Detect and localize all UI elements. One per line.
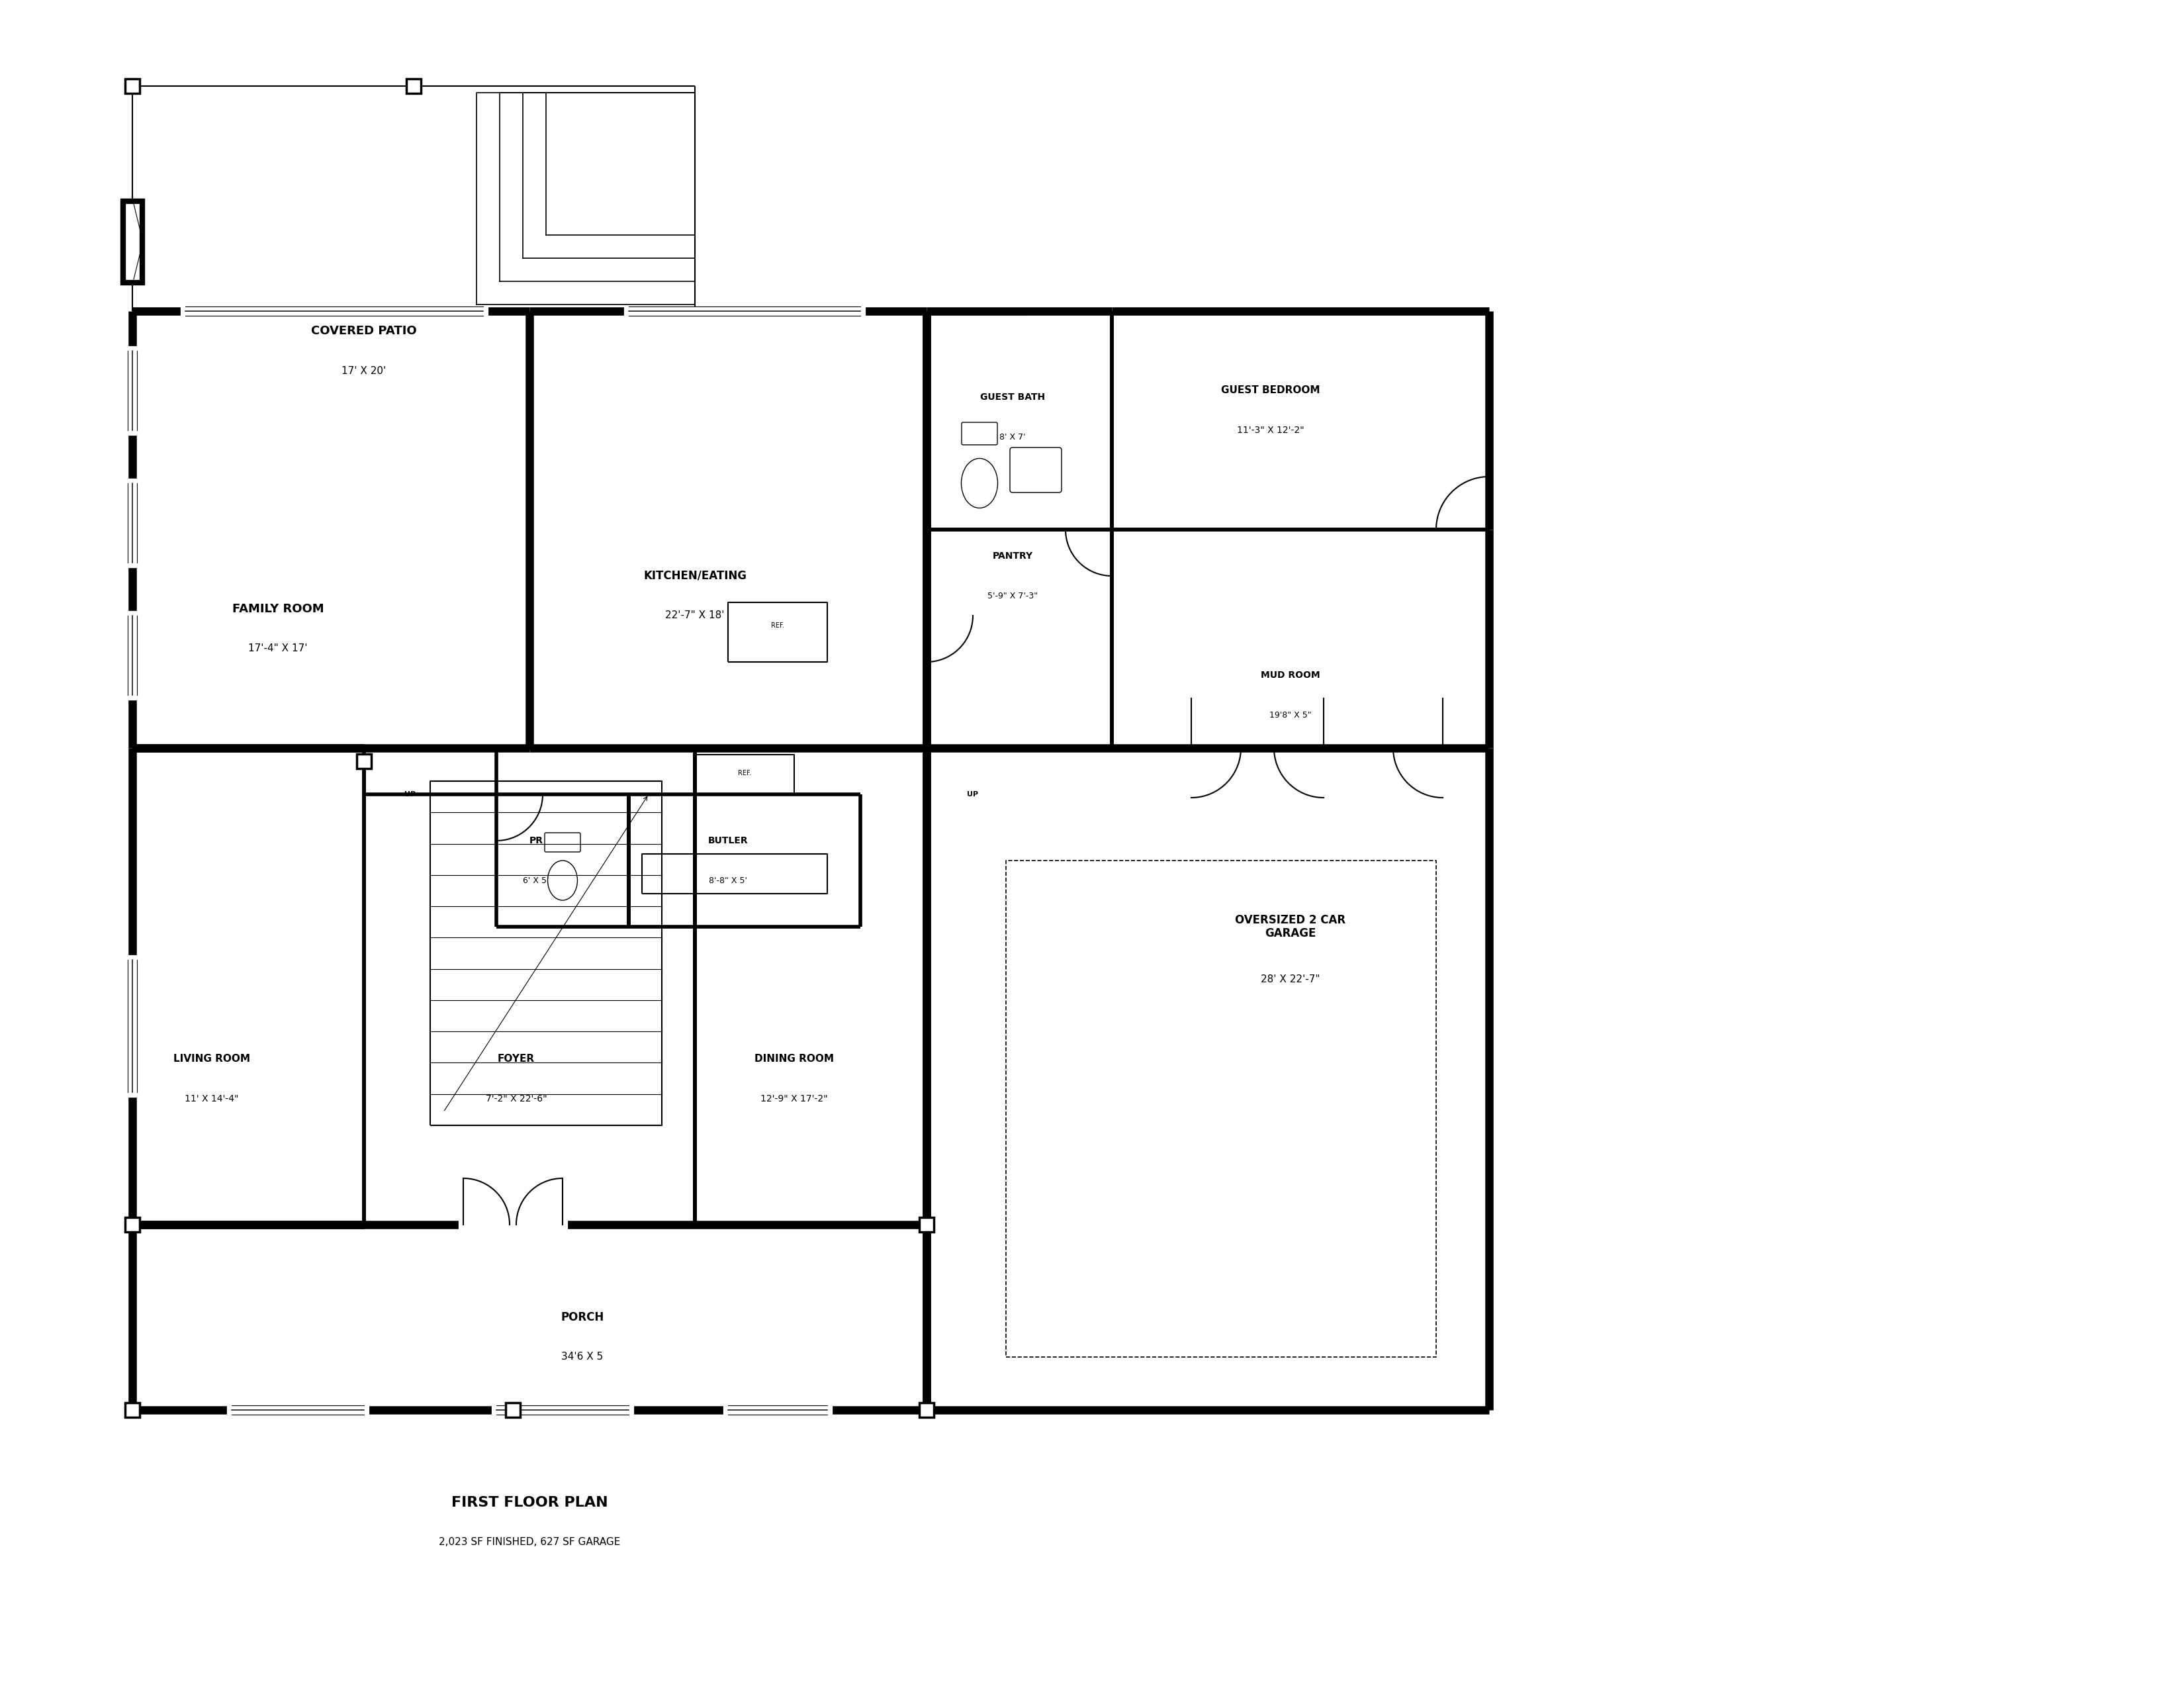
Bar	[124, 1217, 140, 1232]
Bar	[919, 1217, 935, 1232]
Text: KITCHEN/EATING: KITCHEN/EATING	[644, 571, 747, 582]
Bar	[406, 79, 422, 93]
Text: 8' X 7': 8' X 7'	[1000, 432, 1026, 441]
Text: FIRST FLOOR PLAN: FIRST FLOOR PLAN	[452, 1496, 607, 1509]
Text: LIVING ROOM: LIVING ROOM	[173, 1055, 251, 1063]
Text: PANTRY: PANTRY	[992, 552, 1033, 560]
Text: 17' X 20': 17' X 20'	[341, 366, 387, 376]
Text: FOYER: FOYER	[498, 1055, 535, 1063]
Text: OVERSIZED 2 CAR
GARAGE: OVERSIZED 2 CAR GARAGE	[1236, 913, 1345, 940]
Bar	[124, 1403, 140, 1418]
Text: GUEST BEDROOM: GUEST BEDROOM	[1221, 385, 1319, 395]
Text: FAMILY ROOM: FAMILY ROOM	[232, 603, 323, 614]
Text: 12'-9" X 17'-2": 12'-9" X 17'-2"	[760, 1094, 828, 1104]
Text: 11'-3" X 12'-2": 11'-3" X 12'-2"	[1236, 425, 1304, 436]
Text: 2,023 SF FINISHED, 627 SF GARAGE: 2,023 SF FINISHED, 627 SF GARAGE	[439, 1538, 620, 1548]
Text: UP: UP	[968, 792, 978, 798]
Text: 6' X 5': 6' X 5'	[522, 876, 548, 885]
Text: 17'-4" X 17': 17'-4" X 17'	[249, 643, 308, 653]
Bar	[127, 204, 140, 279]
Bar	[507, 1403, 520, 1418]
Text: UP: UP	[404, 792, 415, 798]
Text: PORCH: PORCH	[561, 1312, 605, 1323]
Text: BUTLER: BUTLER	[708, 836, 749, 846]
Bar	[120, 199, 144, 285]
Bar	[919, 1403, 935, 1418]
Text: 22'-7" X 18': 22'-7" X 18'	[666, 611, 725, 621]
Text: REF.: REF.	[771, 623, 784, 630]
Text: PR: PR	[529, 836, 544, 846]
Text: 11' X 14'-4": 11' X 14'-4"	[186, 1094, 238, 1104]
Text: COVERED PATIO: COVERED PATIO	[310, 326, 417, 338]
Text: 5'-9" X 7'-3": 5'-9" X 7'-3"	[987, 591, 1037, 599]
Text: 7'-2" X 22'-6": 7'-2" X 22'-6"	[485, 1094, 546, 1104]
Text: REF.: REF.	[738, 770, 751, 776]
Text: MUD ROOM: MUD ROOM	[1260, 670, 1319, 680]
Text: GUEST BATH: GUEST BATH	[981, 393, 1046, 402]
Bar	[124, 79, 140, 93]
Bar	[356, 755, 371, 768]
Text: 28' X 22'-7": 28' X 22'-7"	[1260, 974, 1319, 984]
Text: DINING ROOM: DINING ROOM	[753, 1055, 834, 1063]
Text: 8'-8" X 5': 8'-8" X 5'	[710, 876, 747, 885]
Text: 19'8" X 5": 19'8" X 5"	[1269, 711, 1313, 719]
Text: 34'6 X 5: 34'6 X 5	[561, 1352, 603, 1362]
